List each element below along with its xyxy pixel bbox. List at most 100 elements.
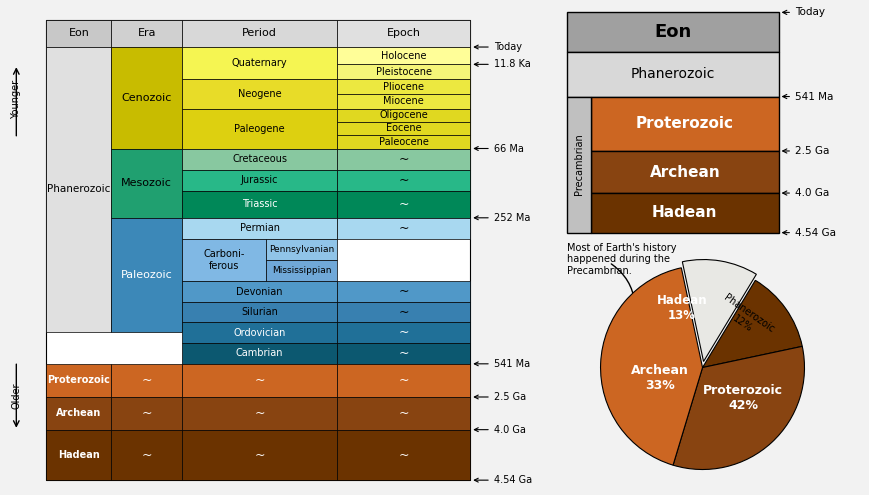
Text: Jurassic: Jurassic xyxy=(241,175,278,186)
Bar xyxy=(590,97,778,151)
Text: ~: ~ xyxy=(398,198,408,211)
Bar xyxy=(590,151,778,193)
Bar xyxy=(46,20,111,47)
Bar xyxy=(46,430,111,480)
Text: 4.54 Ga: 4.54 Ga xyxy=(474,475,531,485)
Bar xyxy=(182,218,336,239)
Text: Today: Today xyxy=(474,42,521,52)
Text: 2.5 Ga: 2.5 Ga xyxy=(474,392,525,402)
Bar xyxy=(337,64,470,79)
Text: 4.0 Ga: 4.0 Ga xyxy=(782,188,828,198)
Bar xyxy=(337,364,470,397)
Text: ~: ~ xyxy=(398,305,408,319)
Text: Archean: Archean xyxy=(56,408,102,418)
Text: ~: ~ xyxy=(398,222,408,235)
Bar xyxy=(46,397,111,430)
Bar xyxy=(111,47,182,148)
Text: Proterozoic: Proterozoic xyxy=(635,116,733,131)
Text: Phanerozoic
12%: Phanerozoic 12% xyxy=(714,293,775,345)
Text: ~: ~ xyxy=(398,174,408,187)
Bar xyxy=(182,109,336,148)
Bar xyxy=(337,109,470,122)
Bar xyxy=(182,302,336,322)
Bar xyxy=(337,79,470,94)
Text: ~: ~ xyxy=(398,285,408,298)
Wedge shape xyxy=(673,346,804,469)
Text: ~: ~ xyxy=(142,374,152,387)
Bar xyxy=(111,148,182,218)
Text: Oligocene: Oligocene xyxy=(379,110,428,120)
Text: Mississippian: Mississippian xyxy=(272,266,331,275)
Wedge shape xyxy=(600,268,702,465)
Bar xyxy=(337,170,470,191)
Bar xyxy=(182,430,336,480)
Text: Epoch: Epoch xyxy=(387,28,421,39)
Text: Archean
33%: Archean 33% xyxy=(630,364,688,392)
Text: Period: Period xyxy=(242,28,276,39)
Text: ~: ~ xyxy=(398,374,408,387)
Bar xyxy=(46,47,111,332)
Wedge shape xyxy=(681,259,755,361)
Bar xyxy=(266,260,337,281)
Text: Devonian: Devonian xyxy=(236,287,282,297)
Bar xyxy=(337,430,470,480)
Text: 252 Ma: 252 Ma xyxy=(474,213,529,223)
Bar xyxy=(337,191,470,218)
Text: Pennsylvanian: Pennsylvanian xyxy=(269,245,334,254)
Text: Neogene: Neogene xyxy=(237,89,282,99)
Bar xyxy=(337,122,470,135)
Text: 66 Ma: 66 Ma xyxy=(474,144,523,153)
Text: ~: ~ xyxy=(398,152,408,166)
Wedge shape xyxy=(702,280,801,367)
Text: Hadean: Hadean xyxy=(652,205,717,220)
Text: Paleogene: Paleogene xyxy=(234,124,285,134)
Text: Eocene: Eocene xyxy=(386,123,421,134)
Bar xyxy=(337,135,470,148)
Bar xyxy=(337,218,470,239)
Bar xyxy=(111,218,182,332)
Bar xyxy=(337,94,470,109)
Bar xyxy=(337,343,470,364)
Text: Quaternary: Quaternary xyxy=(231,58,287,68)
Text: Phanerozoic: Phanerozoic xyxy=(47,184,110,195)
Bar xyxy=(182,148,336,170)
Bar xyxy=(182,281,336,302)
Text: 4.54 Ga: 4.54 Ga xyxy=(782,228,835,238)
Text: 4.0 Ga: 4.0 Ga xyxy=(474,425,525,435)
Bar xyxy=(182,343,336,364)
Text: Cambrian: Cambrian xyxy=(235,348,283,358)
Text: 541 Ma: 541 Ma xyxy=(474,359,529,369)
Bar xyxy=(182,47,336,79)
Bar xyxy=(182,191,336,218)
Text: Eon: Eon xyxy=(69,28,90,39)
Bar xyxy=(182,397,336,430)
Text: Most of Earth's history
happened during the
Precambrian.: Most of Earth's history happened during … xyxy=(566,243,675,276)
Text: ~: ~ xyxy=(398,448,408,461)
Text: ~: ~ xyxy=(398,407,408,420)
Bar xyxy=(266,239,337,260)
Text: Cretaceous: Cretaceous xyxy=(232,154,287,164)
Bar xyxy=(46,364,111,397)
Bar xyxy=(182,322,336,343)
Text: Hadean
13%: Hadean 13% xyxy=(656,295,706,322)
Bar xyxy=(337,281,470,302)
Bar xyxy=(111,430,182,480)
Text: Carboni-
ferous: Carboni- ferous xyxy=(203,249,245,271)
Text: Cenozoic: Cenozoic xyxy=(122,93,172,103)
Bar xyxy=(337,47,470,64)
Bar xyxy=(590,193,778,233)
Bar xyxy=(566,12,778,52)
Text: Older: Older xyxy=(11,383,21,409)
Bar xyxy=(566,52,778,97)
Bar xyxy=(182,79,336,109)
Text: ~: ~ xyxy=(254,407,264,420)
Text: ~: ~ xyxy=(254,448,264,461)
Bar xyxy=(46,20,470,480)
Bar xyxy=(111,20,182,47)
Text: Pliocene: Pliocene xyxy=(382,82,424,92)
Text: Miocene: Miocene xyxy=(383,97,423,106)
Bar xyxy=(182,364,336,397)
Text: Today: Today xyxy=(782,7,824,17)
Text: Hadean: Hadean xyxy=(58,450,100,460)
Bar xyxy=(182,20,336,47)
